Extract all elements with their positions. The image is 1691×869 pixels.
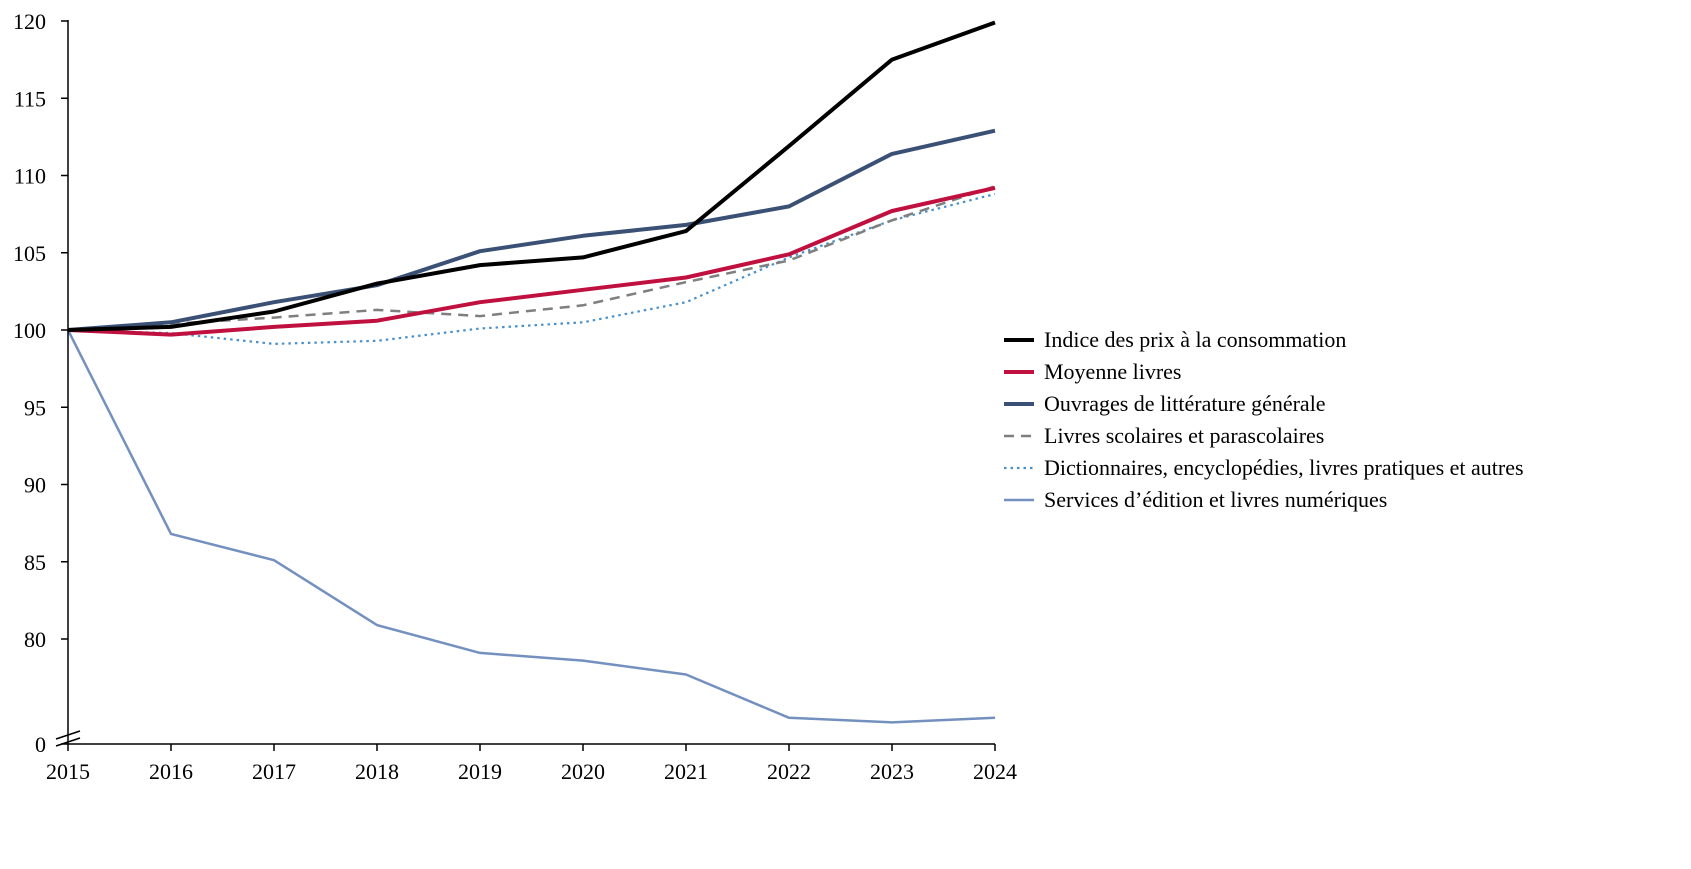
series-line-1 (67, 20, 996, 332)
series-line-2 (67, 185, 996, 337)
y-tick-label: 90 (24, 473, 46, 498)
axes (55, 20, 996, 751)
legend-label-3: Ouvrages de littérature générale (1044, 391, 1326, 416)
axis-break-mark (55, 730, 81, 740)
x-tick-label: 2017 (252, 759, 296, 784)
x-tick-label: 2018 (355, 759, 399, 784)
legend-label-6: Services d’édition et livres numériques (1044, 487, 1387, 512)
y-tick-label: 105 (13, 241, 46, 266)
y-tick-label: 0 (35, 732, 46, 757)
legend-label-4: Livres scolaires et parascolaires (1044, 423, 1324, 448)
series-line-6 (66, 329, 996, 724)
x-tick-label: 2019 (458, 759, 502, 784)
tick-labels: 0 80 85 90 95 100 105 110 115 120 2015 2016 2017 2018… (13, 9, 1017, 784)
x-tick-label: 2015 (46, 759, 90, 784)
y-tick-label: 120 (13, 9, 46, 34)
legend-label-5: Dictionnaires, encyclopédies, livres pra… (1044, 455, 1524, 480)
x-tick-label: 2022 (767, 759, 811, 784)
x-tick-label: 2024 (973, 759, 1017, 784)
legend-label-2: Moyenne livres (1044, 359, 1181, 384)
legend: Indice des prix à la consommation Moyenne… (1004, 327, 1524, 512)
y-tick-label: 80 (24, 627, 46, 652)
legend-label-1: Indice des prix à la consommation (1044, 327, 1346, 352)
x-tick-label: 2021 (664, 759, 708, 784)
y-tick-label: 100 (13, 318, 46, 343)
axis-break-mark (55, 737, 81, 747)
y-tick-label: 95 (24, 395, 46, 420)
x-tick-label: 2023 (870, 759, 914, 784)
series-line-3 (67, 128, 996, 332)
series-line-5 (67, 192, 996, 345)
series-lines (66, 20, 996, 724)
y-tick-label: 115 (14, 86, 46, 111)
x-tick-label: 2020 (561, 759, 605, 784)
x-tick-label: 2016 (149, 759, 193, 784)
y-tick-label: 110 (14, 164, 46, 189)
y-tick-label: 85 (24, 550, 46, 575)
series-line-4 (67, 185, 996, 332)
